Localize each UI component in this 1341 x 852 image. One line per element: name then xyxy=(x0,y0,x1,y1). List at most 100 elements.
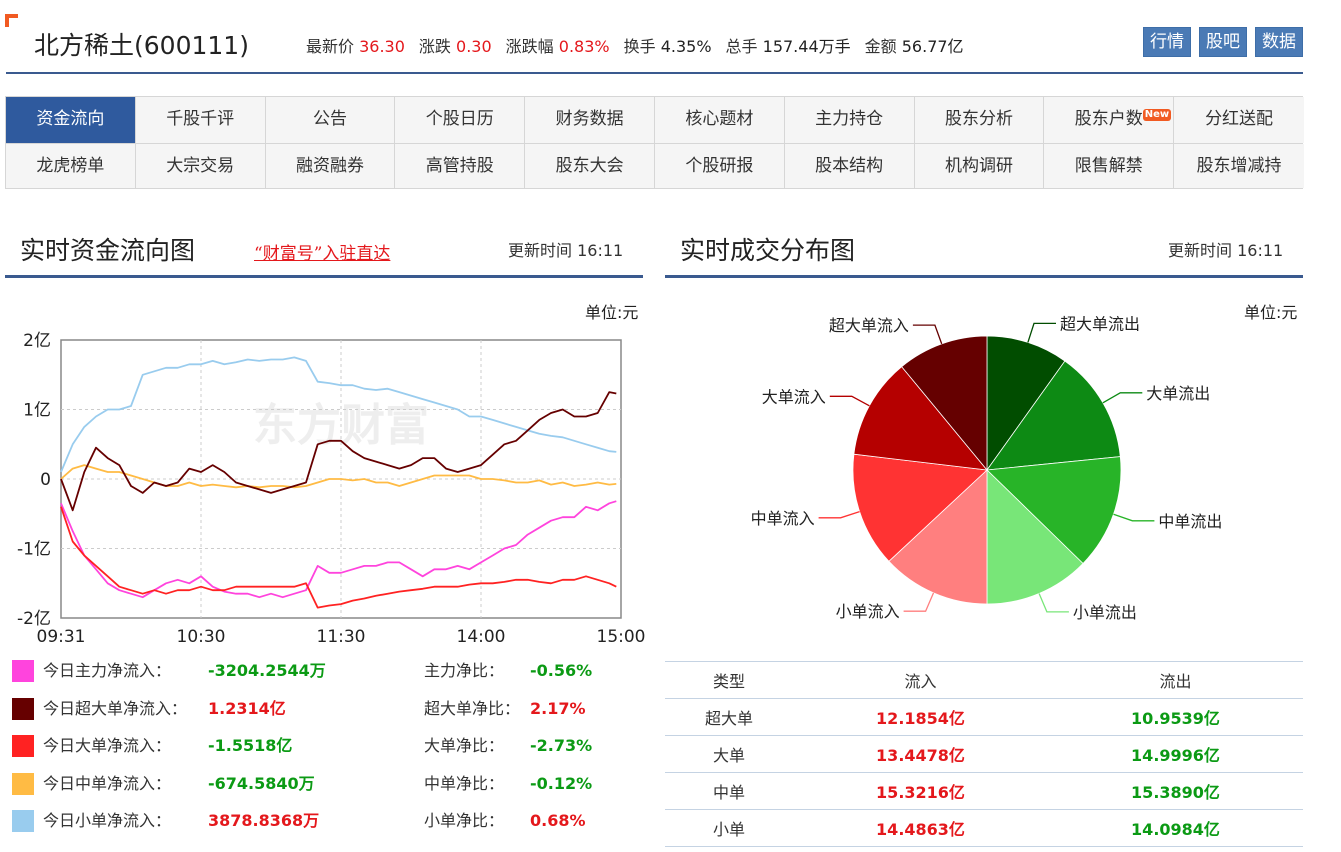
legend-label: 今日主力净流入： xyxy=(43,661,172,680)
cell-type: 小单 xyxy=(665,809,793,847)
flow-unit: 单位:元 xyxy=(585,303,639,322)
pie-slice xyxy=(986,469,1084,605)
pie-leader-line xyxy=(903,592,935,612)
deal-table: 类型 流入 流出 超大单 12.1854亿 10.9539亿 大单 13.4478亿 14… xyxy=(665,661,1303,847)
legend-label: 今日超大单净流入： xyxy=(43,698,188,718)
x-tick-label: 15:00 xyxy=(597,627,646,647)
cell-type: 中单 xyxy=(665,772,793,810)
col-out: 流出 xyxy=(1048,661,1303,699)
pie-slice xyxy=(852,453,988,562)
tab-label: 财务数据 xyxy=(555,109,624,129)
pie-leader-line xyxy=(1113,513,1155,522)
deal-update-time: 更新时间 16:11 xyxy=(1168,237,1283,261)
pie-label: 中单流入 xyxy=(751,509,815,528)
legend-label: 今日小单净流入： xyxy=(43,811,172,830)
stock-name: 北方稀土(600111) xyxy=(34,31,249,60)
tab-item[interactable]: 龙虎榜单 xyxy=(6,144,136,188)
tab-item[interactable]: 大宗交易 xyxy=(135,144,266,188)
ratio-label: 超大单净比： xyxy=(424,698,521,718)
tab-label: 机构调研 xyxy=(944,156,1013,176)
quote-value: 0.30 xyxy=(456,37,492,56)
pie-slice xyxy=(888,469,988,605)
data-button[interactable]: 数据 xyxy=(1255,27,1303,57)
market-button[interactable]: 行情 xyxy=(1143,27,1191,57)
tab-item[interactable]: 核心题材 xyxy=(654,97,785,143)
tab-item[interactable]: 股东大会 xyxy=(525,144,655,188)
tab-label: 限售解禁 xyxy=(1074,156,1143,176)
tab-label: 主力持仓 xyxy=(815,109,884,129)
tab-label: 个股研报 xyxy=(685,156,754,176)
tab-row-1: 资金流向 千股千评 公告 个股日历 财务数据 核心题材 主力持仓 股东分析 股东户数 New 分红送… xyxy=(6,97,1304,143)
tab-item[interactable]: 千股千评 xyxy=(135,97,266,143)
new-badge: New xyxy=(1142,109,1172,121)
pie-leader-line xyxy=(829,395,870,407)
pie-leader-line xyxy=(912,324,943,345)
tab-item[interactable]: 个股日历 xyxy=(395,97,526,143)
cell-in: 12.1854亿 xyxy=(793,698,1048,736)
y-tick-label: -2亿 xyxy=(17,609,51,629)
cell-in: 13.4478亿 xyxy=(793,735,1048,773)
x-tick-label: 14:00 xyxy=(457,627,506,647)
deal-update-value: 16:11 xyxy=(1237,241,1284,260)
x-tick-label: 09:31 xyxy=(37,627,86,647)
ratio-value: 0.68% xyxy=(530,811,586,830)
tab-item[interactable]: 分红送配 xyxy=(1174,97,1304,143)
tab-item[interactable]: 主力持仓 xyxy=(784,97,915,143)
pie-leader-line xyxy=(1038,593,1069,613)
tab-label: 高管持股 xyxy=(425,156,494,176)
legend-label: 今日中单净流入： xyxy=(43,773,172,793)
tab-item[interactable]: 个股研报 xyxy=(654,144,785,188)
tab-label: 股东分析 xyxy=(944,109,1013,129)
cell-out: 14.9996亿 xyxy=(1048,735,1303,773)
y-tick-label: 1亿 xyxy=(23,401,51,421)
pie-label: 大单流入 xyxy=(762,387,826,406)
quote-item: 涨跌 0.30 xyxy=(419,37,492,56)
tab-item[interactable]: 机构调研 xyxy=(914,144,1045,188)
legend-value: -1.5518亿 xyxy=(208,736,293,755)
deal-panel-title: 实时成交分布图 xyxy=(680,236,856,265)
tab-item[interactable]: 限售解禁 xyxy=(1044,144,1175,188)
tab-item[interactable]: 高管持股 xyxy=(395,144,526,188)
deal-unit: 单位:元 xyxy=(1244,303,1298,322)
pie-slice xyxy=(986,335,1066,472)
cell-type: 大单 xyxy=(665,735,793,773)
function-tabs: 资金流向 千股千评 公告 个股日历 财务数据 核心题材 主力持仓 股东分析 股东户数 New 分红送… xyxy=(5,96,1304,189)
legend-row: 今日超大单净流入： 1.2314亿 超大单净比： 2.17% xyxy=(12,697,652,720)
quote-value: 157.44万手 xyxy=(762,37,851,56)
tab-item[interactable]: 资金流向 xyxy=(6,97,136,143)
pie-slice xyxy=(986,360,1121,471)
forum-button[interactable]: 股吧 xyxy=(1199,27,1247,57)
quote-item: 涨跌幅 0.83% xyxy=(506,37,610,56)
pie-slice xyxy=(853,366,988,471)
pie-leader-line xyxy=(1027,322,1056,343)
table-row: 中单 15.3216亿 15.3890亿 xyxy=(665,772,1303,810)
tab-item[interactable]: 股东户数 New xyxy=(1044,97,1175,143)
tab-label: 融资融券 xyxy=(295,156,364,176)
pie-slice xyxy=(901,335,988,472)
corner-mark-icon xyxy=(5,14,18,27)
flow-update-label: 更新时间 xyxy=(508,241,573,260)
tab-item[interactable]: 股本结构 xyxy=(784,144,915,188)
pie-slice xyxy=(986,456,1122,565)
ratio-label: 主力净比： xyxy=(424,661,505,680)
tab-item[interactable]: 财务数据 xyxy=(525,97,655,143)
pie-label: 小单流入 xyxy=(836,602,900,621)
cell-out: 15.3890亿 xyxy=(1048,772,1303,810)
legend-value: -674.5840万 xyxy=(208,773,315,793)
flow-series-line xyxy=(60,506,617,609)
tab-label: 分红送配 xyxy=(1205,109,1274,129)
legend-value: 1.2314亿 xyxy=(208,698,286,718)
tab-item[interactable]: 公告 xyxy=(265,97,396,143)
tab-item[interactable]: 股东增减持 xyxy=(1174,144,1304,188)
tab-item[interactable]: 股东分析 xyxy=(914,97,1045,143)
tab-label: 股东大会 xyxy=(555,156,624,176)
legend-value: 3878.8368万 xyxy=(208,811,320,830)
tab-label: 股东户数 xyxy=(1074,109,1143,129)
pie-leader-line xyxy=(818,510,860,519)
tab-item[interactable]: 融资融券 xyxy=(265,144,396,188)
fortune-link[interactable]: “财富号”入驻直达 xyxy=(254,244,391,264)
x-tick-label: 10:30 xyxy=(177,627,226,647)
pie-label: 大单流出 xyxy=(1146,384,1210,403)
